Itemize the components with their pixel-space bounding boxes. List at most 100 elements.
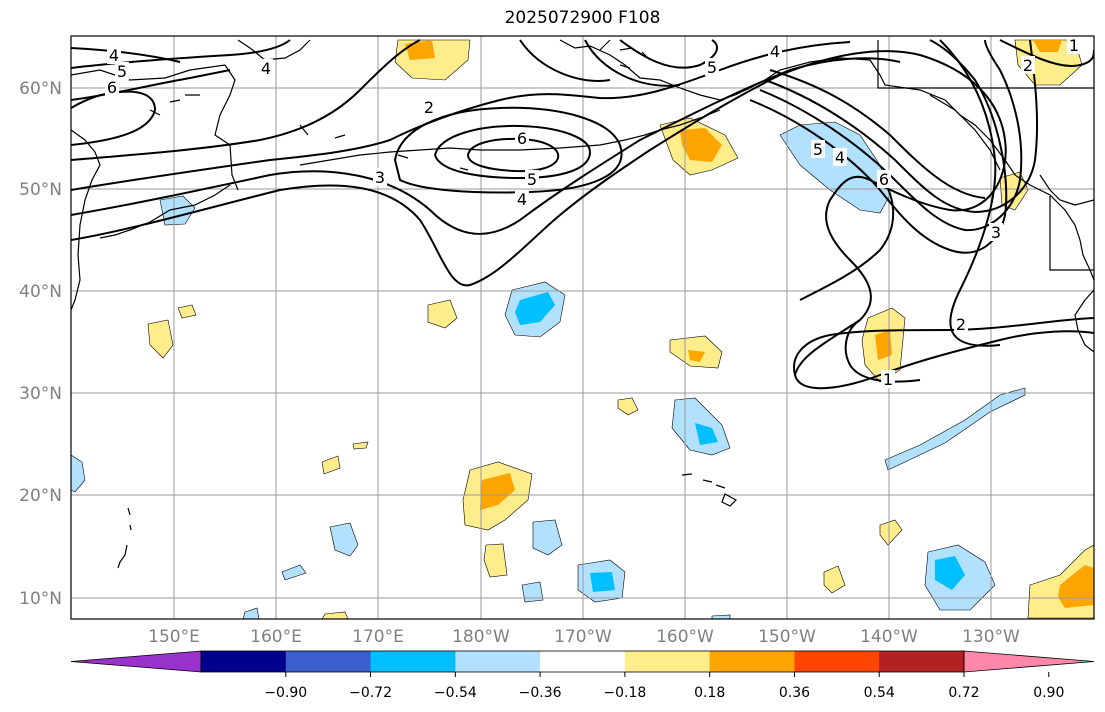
latitude-tick-label: 40°N: [19, 282, 62, 302]
negative-anomaly-patch: [242, 607, 260, 619]
contour-line: [71, 47, 181, 63]
contour-label: 1: [1069, 36, 1079, 55]
latitude-tick-label: 20°N: [19, 486, 62, 506]
colorbar-extend-min: [70, 650, 202, 673]
colorbar-outline: [200, 650, 965, 673]
longitude-tick-label: 140°W: [860, 627, 918, 647]
contour-line: [71, 41, 851, 191]
coastline-north-america: [1074, 289, 1094, 353]
colorbar-tick-label: 0.18: [694, 685, 725, 701]
contour-label-mask: [877, 170, 891, 188]
contour-label: 5: [117, 62, 127, 81]
negative-anomaly-core: [695, 423, 718, 445]
negative-anomaly-patch: [281, 564, 307, 581]
geopotential-contours: [71, 39, 1094, 390]
contour-label: 2: [424, 98, 434, 117]
contour-label-mask: [107, 46, 121, 64]
latitude-tick-label: 10°N: [19, 589, 62, 609]
contour-label: 2: [956, 315, 966, 334]
contour-label-mask: [422, 98, 436, 116]
coastline-kuril: [99, 184, 231, 239]
contour-label-mask: [811, 140, 825, 158]
positive-anomaly-patch: [352, 441, 369, 450]
contour-label-mask: [515, 129, 529, 147]
contour-label: 5: [527, 170, 537, 189]
positive-anomaly-core: [688, 350, 705, 362]
colorbar-tick-label: −0.36: [519, 685, 562, 701]
negative-anomaly-core: [935, 556, 965, 590]
colorbar-tick-label: −0.18: [603, 685, 646, 701]
coastline-alaska-peninsula: [599, 39, 651, 69]
contour-low-5: [393, 106, 623, 194]
contour-label: 6: [107, 78, 117, 97]
coastline-kamchatka: [71, 129, 101, 311]
colorbar-segment: [624, 651, 711, 672]
contour-label-mask: [259, 59, 273, 77]
latitude-axis: 60°N 50°N 40°N 30°N 20°N 10°N: [19, 79, 62, 609]
contour-label: 4: [261, 59, 271, 78]
positive-anomaly-core: [680, 128, 722, 162]
contour-trough-ne: [769, 69, 986, 199]
colorbar-segment: [201, 651, 287, 672]
colorbar-segment: [370, 651, 456, 672]
contour-label-mask: [1021, 56, 1035, 74]
contour-east-2: [799, 174, 895, 301]
coastlines: [71, 39, 1094, 569]
colorbar-segment: [709, 651, 795, 672]
contour-label: 4: [109, 46, 119, 65]
positive-anomaly-patch: [823, 565, 846, 594]
colorbar-tick-label: 0.36: [779, 685, 810, 701]
contour-line: [71, 50, 1094, 390]
contour-label-mask: [515, 190, 529, 208]
colorbar-tick-label: 0.90: [1033, 685, 1064, 701]
coastline-marianas: [117, 507, 132, 569]
contour-low-7: [466, 137, 560, 173]
positive-anomaly-patch: [879, 519, 903, 546]
longitude-axis: 150°E 160°E 170°E 180°W 170°W 160°W 150°W 140°W…: [148, 627, 1020, 647]
positive-anomaly-patch: [427, 299, 458, 329]
coastline-islands-north: [299, 124, 469, 171]
colorbar-segment: [794, 651, 880, 672]
negative-anomaly-patch: [532, 519, 563, 556]
positive-anomaly-patch: [147, 319, 174, 359]
contour-label: 6: [879, 170, 889, 189]
contour-label: 4: [770, 42, 780, 61]
colorbar-segment: [285, 651, 372, 672]
contour-label: 1: [883, 370, 893, 389]
coastline-east-siberia: [237, 39, 311, 61]
contour-low-6: [433, 124, 592, 180]
contour-label-mask: [954, 315, 968, 333]
colorbar-tick-label: −0.72: [349, 685, 392, 701]
contour-label-mask: [373, 168, 387, 186]
contour-label: 3: [991, 223, 1001, 242]
contour-label: 4: [835, 148, 845, 167]
coastline-aleutians: [299, 109, 721, 166]
contour-label: 3: [375, 168, 385, 187]
negative-anomaly-patch: [711, 614, 731, 619]
contour-label-mask: [768, 42, 782, 60]
contour-trough: [619, 39, 718, 69]
contour-1: [793, 317, 1094, 376]
positive-anomaly-patch: [617, 397, 639, 416]
positive-anomaly-core: [1033, 40, 1062, 52]
longitude-tick-label: 180°W: [452, 627, 510, 647]
contour-label-mask: [881, 370, 895, 388]
coastline-alaska-panhandle: [929, 94, 1001, 171]
positive-anomaly-core: [875, 330, 892, 360]
contour-label-mask: [105, 78, 119, 96]
contour-label: 5: [707, 58, 717, 77]
colorbar-tick-label: 0.54: [864, 685, 895, 701]
longitude-tick-label: 170°E: [352, 627, 404, 647]
contour-label: 5: [813, 140, 823, 159]
longitude-tick-label: 170°W: [554, 627, 612, 647]
coastline-hawaii: [681, 473, 737, 507]
colorbar-tick-label: −0.54: [434, 685, 477, 701]
negative-anomaly-patch: [329, 522, 359, 557]
contour-line: [71, 39, 421, 161]
contour-trough: [584, 39, 681, 87]
colorbar-extend-max: [963, 650, 1095, 673]
colorbar-tick-label: 0.72: [948, 685, 979, 701]
positive-anomaly-core: [480, 473, 515, 510]
